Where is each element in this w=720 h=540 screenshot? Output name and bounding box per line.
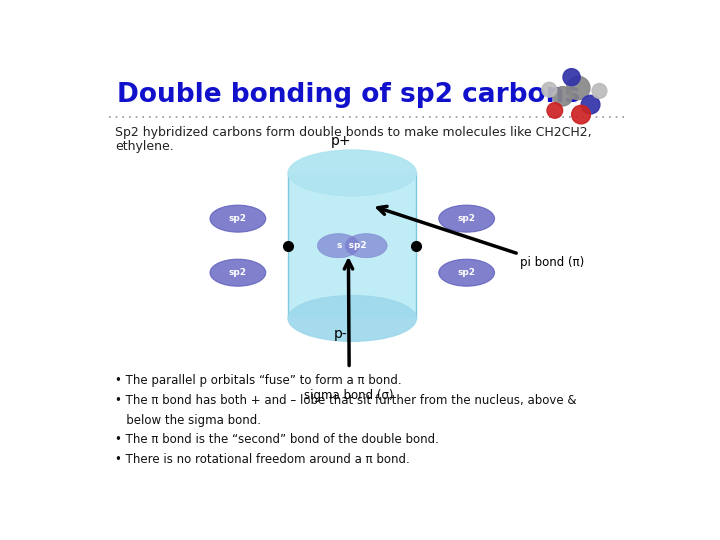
- Circle shape: [572, 105, 590, 124]
- Text: sigma bond (σ): sigma bond (σ): [305, 389, 394, 402]
- Ellipse shape: [210, 205, 266, 232]
- Text: s  sp2: s sp2: [338, 241, 367, 250]
- Text: • The π bond is the “second” bond of the double bond.: • The π bond is the “second” bond of the…: [114, 433, 438, 446]
- Text: pi bond (π): pi bond (π): [521, 256, 585, 269]
- Circle shape: [563, 69, 580, 86]
- Text: • There is no rotational freedom around a π bond.: • There is no rotational freedom around …: [114, 453, 410, 466]
- Text: • The π bond has both + and – lobe that sit further from the nucleus, above &: • The π bond has both + and – lobe that …: [114, 394, 576, 407]
- Text: p+: p+: [330, 134, 351, 148]
- Ellipse shape: [438, 259, 495, 286]
- Text: sp2: sp2: [229, 268, 247, 277]
- Text: Double bonding of sp2 carbons: Double bonding of sp2 carbons: [117, 82, 580, 108]
- Ellipse shape: [346, 234, 387, 258]
- Ellipse shape: [288, 150, 416, 196]
- Ellipse shape: [288, 295, 416, 341]
- Ellipse shape: [438, 205, 495, 232]
- Ellipse shape: [210, 259, 266, 286]
- Text: Sp2 hybridized carbons form double bonds to make molecules like CH2CH2,: Sp2 hybridized carbons form double bonds…: [114, 126, 591, 139]
- Text: p-: p-: [334, 327, 348, 341]
- Bar: [288, 173, 416, 319]
- Circle shape: [592, 84, 607, 98]
- Circle shape: [553, 86, 572, 106]
- Circle shape: [542, 82, 557, 97]
- Circle shape: [567, 76, 590, 100]
- Text: sp2: sp2: [458, 268, 476, 277]
- Text: sp2: sp2: [229, 214, 247, 223]
- Text: sp2: sp2: [458, 214, 476, 223]
- Text: • The parallel p orbitals “fuse” to form a π bond.: • The parallel p orbitals “fuse” to form…: [114, 374, 402, 387]
- Ellipse shape: [318, 234, 359, 258]
- Text: ethylene.: ethylene.: [114, 140, 174, 153]
- Circle shape: [581, 96, 600, 114]
- Text: below the sigma bond.: below the sigma bond.: [114, 414, 261, 427]
- Circle shape: [547, 103, 562, 118]
